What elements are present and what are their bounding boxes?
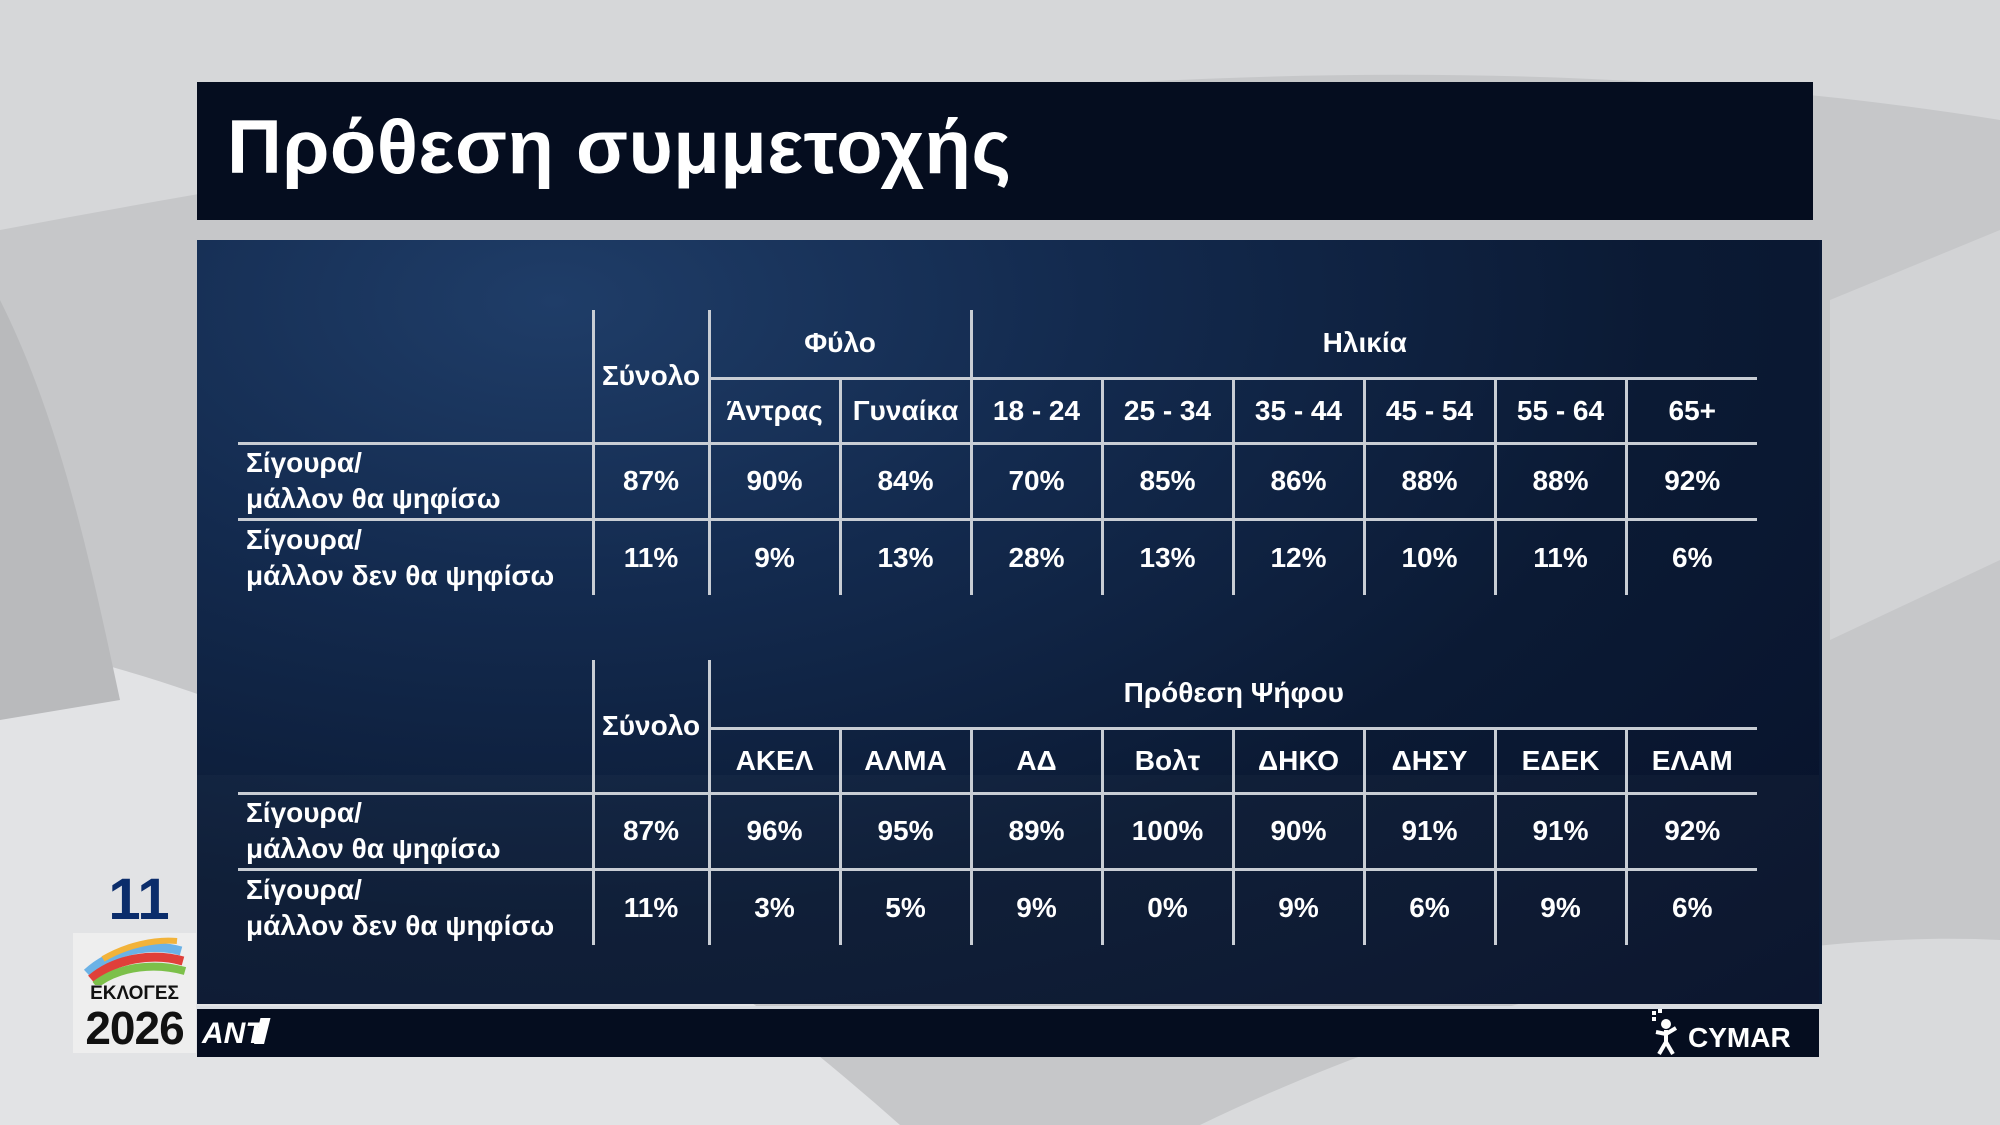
brand-right: CYMAR (1688, 1022, 1791, 1053)
row-label-line2: μάλλον δεν θα ψηφίσω (246, 909, 555, 941)
col-header-elam: ΕΛΑΜ (1624, 726, 1757, 793)
table-row: Σίγουρα/ μάλλον θα ψηφίσω 87% 90% 84% 70… (238, 441, 1757, 521)
cell-total: 87% (591, 791, 709, 871)
empty-corner (238, 310, 593, 378)
bottom-strip (197, 1006, 1819, 1057)
title-bar: Πρόθεση συμμετοχής (197, 82, 1813, 220)
cell: 12% (1231, 519, 1364, 595)
cell: 91% (1493, 791, 1626, 871)
row-label-line1: Σίγουρα/ (246, 523, 362, 555)
cell: 84% (838, 441, 971, 521)
cell: 90% (1231, 791, 1364, 871)
col-header-age-55-64: 55 - 64 (1493, 376, 1626, 443)
col-header-ad: ΑΔ (969, 726, 1102, 793)
badge-text: ΕΚΛΟΓΕΣ (90, 983, 179, 1004)
col-header-disy: ΔΗΣΥ (1362, 726, 1495, 793)
col-header-male: Άντρας (707, 376, 840, 443)
cell: 92% (1624, 441, 1757, 521)
vote-intention-group-header: Πρόθεση Ψήφου (707, 660, 1757, 728)
cell: 11% (1493, 519, 1626, 595)
badge-number: 11 (108, 867, 170, 932)
total-header: Σύνολο (591, 660, 709, 793)
row-label-line1: Σίγουρα/ (246, 447, 362, 478)
col-header-age-18-24: 18 - 24 (969, 376, 1102, 443)
col-header-female: Γυναίκα (838, 376, 971, 443)
cell: 6% (1362, 869, 1495, 945)
col-header-age-25-34: 25 - 34 (1100, 376, 1233, 443)
row-label: Σίγουρα/ μάλλον δεν θα ψηφίσω (238, 867, 593, 945)
cell: 9% (1231, 869, 1364, 945)
cell-total: 11% (591, 519, 709, 595)
row-label: Σίγουρα/ μάλλον θα ψηφίσω (238, 791, 593, 869)
row-label-line2: μάλλον θα ψηφίσω (246, 483, 501, 514)
elections-logo: ΕΚΛΟΓΕΣ 2026 (73, 933, 196, 1054)
page-title: Πρόθεση συμμετοχής (227, 105, 1012, 190)
row-label: Σίγουρα/ μάλλον δεν θα ψηφίσω (238, 517, 593, 595)
cell: 5% (838, 869, 971, 945)
cell: 96% (707, 791, 840, 871)
col-header-edek: ΕΔΕΚ (1493, 726, 1626, 793)
cell: 10% (1362, 519, 1495, 595)
col-header-alma: ΑΛΜΑ (838, 726, 971, 793)
gender-group-header: Φύλο (707, 310, 971, 378)
col-header-age-45-54: 45 - 54 (1362, 376, 1495, 443)
cell: 92% (1624, 791, 1757, 871)
cell-total: 11% (591, 869, 709, 945)
cell: 6% (1624, 869, 1757, 945)
age-group-header: Ηλικία (969, 310, 1757, 378)
ant1-logo: ANT (201, 1017, 271, 1050)
col-header-diko: ΔΗΚΟ (1231, 726, 1364, 793)
cell: 13% (838, 519, 971, 595)
empty-corner (238, 728, 593, 793)
table-row: Σίγουρα/ μάλλον δεν θα ψηφίσω 11% 3% 5% … (238, 867, 1757, 945)
turnout-by-vote-intention-table: Σύνολο Πρόθεση Ψήφου ΑΚΕΛ ΑΛΜΑ ΑΔ Βολτ Δ… (238, 660, 1757, 945)
turnout-by-demographics-table: Σύνολο Φύλο Ηλικία Άντρας Γυναίκα 18 - 2… (238, 310, 1757, 595)
cell: 100% (1100, 791, 1233, 871)
row-label-line2: μάλλον θα ψηφίσω (246, 833, 501, 864)
cell-total: 87% (591, 441, 709, 521)
empty-corner (238, 378, 593, 443)
row-label-line1: Σίγουρα/ (246, 797, 362, 828)
cell: 95% (838, 791, 971, 871)
total-header: Σύνολο (591, 310, 709, 443)
cell: 88% (1362, 441, 1495, 521)
cell: 0% (1100, 869, 1233, 945)
svg-text:ANT: ANT (201, 1017, 266, 1050)
cell: 9% (707, 519, 840, 595)
cell: 9% (969, 869, 1102, 945)
col-header-age-35-44: 35 - 44 (1231, 376, 1364, 443)
col-header-age-65-plus: 65+ (1624, 376, 1757, 443)
cell: 3% (707, 869, 840, 945)
row-label-line2: μάλλον δεν θα ψηφίσω (246, 559, 555, 591)
ballot-stripes-icon (83, 937, 187, 989)
cell: 86% (1231, 441, 1364, 521)
col-header-volt: Βολτ (1100, 726, 1233, 793)
cell: 9% (1493, 869, 1626, 945)
row-label: Σίγουρα/ μάλλον θα ψηφίσω (238, 441, 593, 519)
cell: 13% (1100, 519, 1233, 595)
cell: 88% (1493, 441, 1626, 521)
row-label-line1: Σίγουρα/ (246, 873, 362, 905)
table-row: Σίγουρα/ μάλλον δεν θα ψηφίσω 11% 9% 13%… (238, 517, 1757, 595)
cell: 91% (1362, 791, 1495, 871)
figure-icon (1652, 1009, 1678, 1056)
col-header-akel: ΑΚΕΛ (707, 726, 840, 793)
cell: 70% (969, 441, 1102, 521)
cell: 90% (707, 441, 840, 521)
cell: 6% (1624, 519, 1757, 595)
badge-year: 2026 (85, 1002, 184, 1054)
cell: 89% (969, 791, 1102, 871)
empty-corner (238, 660, 593, 728)
cell: 85% (1100, 441, 1233, 521)
cell: 28% (969, 519, 1102, 595)
table-row: Σίγουρα/ μάλλον θα ψηφίσω 87% 96% 95% 89… (238, 791, 1757, 871)
cymar-logo: CYMAR (1648, 1008, 1798, 1056)
